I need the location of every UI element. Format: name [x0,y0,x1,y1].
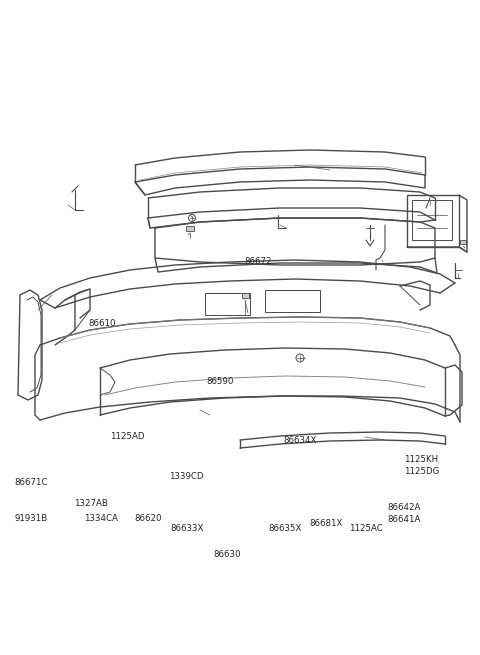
Text: 1125DG: 1125DG [404,467,440,476]
Text: 86630: 86630 [214,550,241,559]
Text: 86633X: 86633X [170,524,204,533]
Bar [412,200,452,240]
Text: 86641A: 86641A [388,515,421,525]
Text: 86634X: 86634X [283,436,317,445]
Bar [265,290,320,312]
Text: 86642A: 86642A [388,503,421,512]
Text: 1327AB: 1327AB [74,499,108,508]
Text: 86590: 86590 [206,377,234,386]
Text: 1125KH: 1125KH [404,455,438,464]
Text: 1125AC: 1125AC [349,524,383,533]
Bar [407,195,459,247]
Bar [242,293,249,298]
Text: 86672: 86672 [245,257,272,267]
Bar [186,226,194,231]
Text: 86671C: 86671C [14,478,48,487]
Text: 86635X: 86635X [269,524,302,533]
Text: 86610: 86610 [89,319,116,328]
Bar [205,293,250,315]
Text: 86620: 86620 [134,514,162,523]
Text: 1339CD: 1339CD [169,472,204,481]
Text: 86681X: 86681X [310,519,343,529]
Text: 91931B: 91931B [14,514,48,523]
Text: 1334CA: 1334CA [84,514,118,523]
Text: 1125AD: 1125AD [110,432,145,441]
Bar [460,240,466,244]
